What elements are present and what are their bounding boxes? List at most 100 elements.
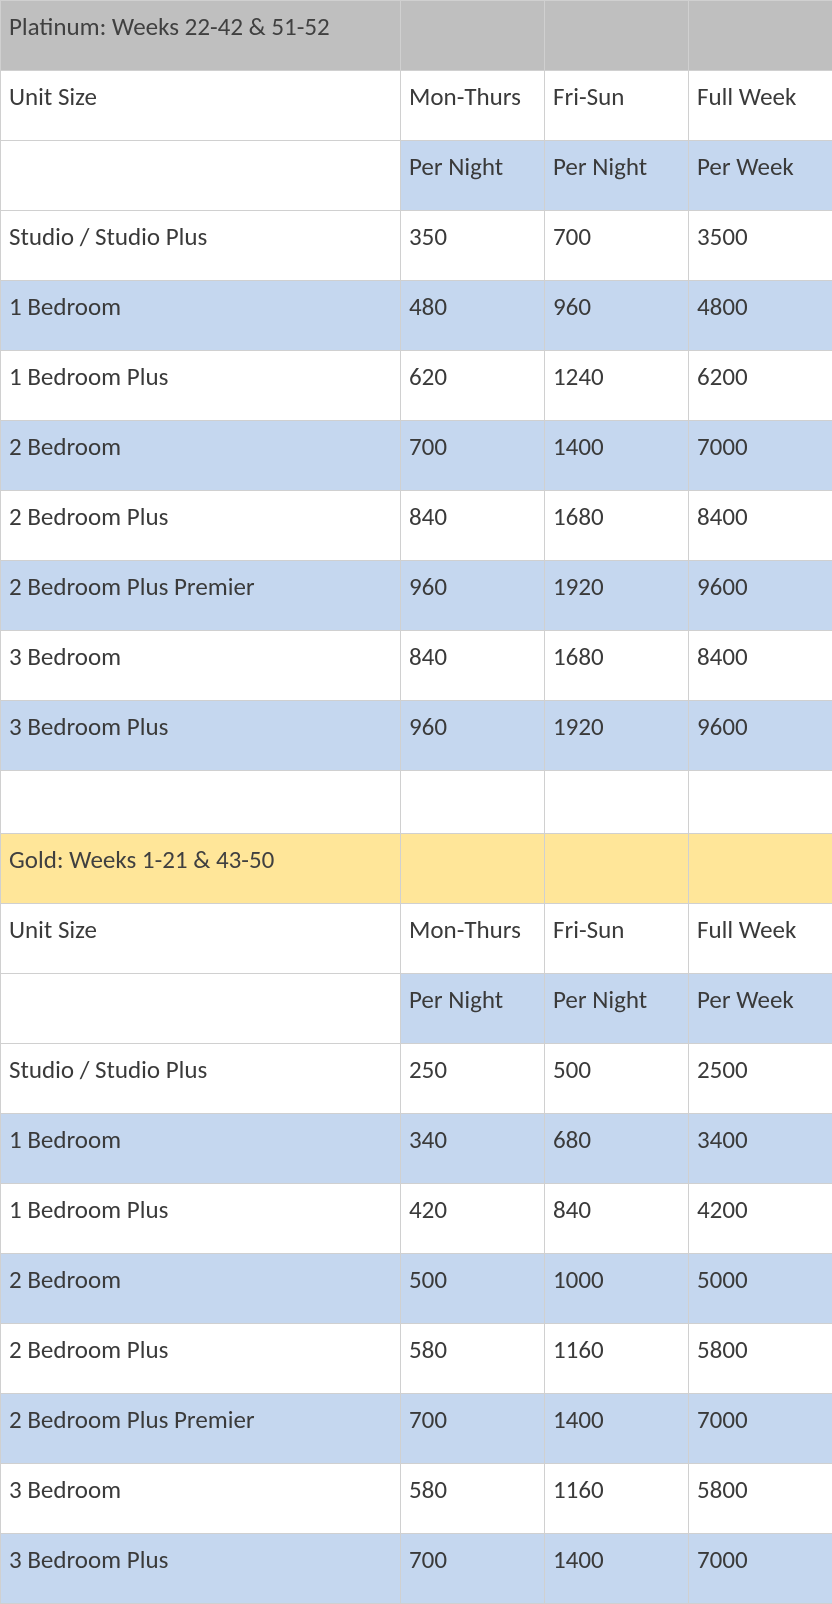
price-cell: 5800 — [689, 1324, 832, 1394]
empty-cell — [545, 1, 689, 71]
unit-size: 1 Bedroom Plus — [1, 1184, 401, 1254]
price-cell: 960 — [401, 561, 545, 631]
price-cell: 480 — [401, 281, 545, 351]
table-row: 1 Bedroom 340 680 3400 — [1, 1114, 832, 1184]
table-row: 1 Bedroom Plus 620 1240 6200 — [1, 351, 832, 421]
col-subheader — [1, 974, 401, 1044]
price-cell: 1160 — [545, 1324, 689, 1394]
gold-headers: Unit Size Mon-Thurs Fri-Sun Full Week — [1, 904, 832, 974]
price-cell: 700 — [401, 1534, 545, 1604]
price-cell: 4800 — [689, 281, 832, 351]
price-cell: 7000 — [689, 421, 832, 491]
table-row: 2 Bedroom 500 1000 5000 — [1, 1254, 832, 1324]
table-row: 2 Bedroom Plus 580 1160 5800 — [1, 1324, 832, 1394]
pricing-table: Platinum: Weeks 22-42 & 51-52 Unit Size … — [0, 0, 832, 1604]
price-cell: 1680 — [545, 631, 689, 701]
gold-title: Gold: Weeks 1-21 & 43-50 — [1, 834, 401, 904]
empty-cell — [1, 771, 401, 834]
price-cell: 7000 — [689, 1534, 832, 1604]
table-row: 3 Bedroom 840 1680 8400 — [1, 631, 832, 701]
price-cell: 2500 — [689, 1044, 832, 1114]
price-cell: 8400 — [689, 631, 832, 701]
empty-cell — [689, 1, 832, 71]
unit-size: 2 Bedroom — [1, 1254, 401, 1324]
col-header: Unit Size — [1, 71, 401, 141]
unit-size: 3 Bedroom Plus — [1, 1534, 401, 1604]
unit-size: Studio / Studio Plus — [1, 211, 401, 281]
unit-size: 3 Bedroom — [1, 1464, 401, 1534]
price-cell: 840 — [401, 631, 545, 701]
price-cell: 1000 — [545, 1254, 689, 1324]
unit-size: 2 Bedroom Plus Premier — [1, 1394, 401, 1464]
price-cell: 6200 — [689, 351, 832, 421]
price-cell: 3500 — [689, 211, 832, 281]
price-cell: 350 — [401, 211, 545, 281]
price-cell: 4200 — [689, 1184, 832, 1254]
price-cell: 3400 — [689, 1114, 832, 1184]
col-header: Fri-Sun — [545, 904, 689, 974]
table-row: 1 Bedroom Plus 420 840 4200 — [1, 1184, 832, 1254]
unit-size: 3 Bedroom — [1, 631, 401, 701]
price-cell: 1920 — [545, 701, 689, 771]
table-row: 3 Bedroom Plus 700 1400 7000 — [1, 1534, 832, 1604]
col-subheader: Per Week — [689, 974, 832, 1044]
col-subheader: Per Night — [401, 141, 545, 211]
price-cell: 680 — [545, 1114, 689, 1184]
price-cell: 250 — [401, 1044, 545, 1114]
col-subheader: Per Night — [545, 974, 689, 1044]
platinum-subheaders: Per Night Per Night Per Week — [1, 141, 832, 211]
col-header: Mon-Thurs — [401, 904, 545, 974]
table-row: 3 Bedroom 580 1160 5800 — [1, 1464, 832, 1534]
table-row: 3 Bedroom Plus 960 1920 9600 — [1, 701, 832, 771]
price-cell: 960 — [545, 281, 689, 351]
price-cell: 700 — [401, 421, 545, 491]
price-cell: 420 — [401, 1184, 545, 1254]
table-row: 1 Bedroom 480 960 4800 — [1, 281, 832, 351]
price-cell: 840 — [545, 1184, 689, 1254]
unit-size: 2 Bedroom — [1, 421, 401, 491]
col-subheader: Per Week — [689, 141, 832, 211]
price-cell: 5000 — [689, 1254, 832, 1324]
gold-title-row: Gold: Weeks 1-21 & 43-50 — [1, 834, 832, 904]
empty-cell — [545, 834, 689, 904]
unit-size: 1 Bedroom — [1, 1114, 401, 1184]
price-cell: 700 — [401, 1394, 545, 1464]
unit-size: 2 Bedroom Plus — [1, 491, 401, 561]
platinum-title: Platinum: Weeks 22-42 & 51-52 — [1, 1, 401, 71]
col-subheader: Per Night — [545, 141, 689, 211]
table-row: 2 Bedroom Plus Premier 700 1400 7000 — [1, 1394, 832, 1464]
price-cell: 700 — [545, 211, 689, 281]
price-cell: 1160 — [545, 1464, 689, 1534]
empty-cell — [401, 771, 545, 834]
price-cell: 1680 — [545, 491, 689, 561]
empty-cell — [401, 834, 545, 904]
spacer-row — [1, 771, 832, 834]
price-cell: 1400 — [545, 1534, 689, 1604]
price-cell: 580 — [401, 1324, 545, 1394]
price-cell: 500 — [545, 1044, 689, 1114]
price-cell: 7000 — [689, 1394, 832, 1464]
price-cell: 9600 — [689, 561, 832, 631]
price-cell: 620 — [401, 351, 545, 421]
empty-cell — [689, 771, 832, 834]
price-cell: 8400 — [689, 491, 832, 561]
unit-size: Studio / Studio Plus — [1, 1044, 401, 1114]
unit-size: 1 Bedroom — [1, 281, 401, 351]
unit-size: 3 Bedroom Plus — [1, 701, 401, 771]
col-subheader: Per Night — [401, 974, 545, 1044]
price-cell: 5800 — [689, 1464, 832, 1534]
col-header: Fri-Sun — [545, 71, 689, 141]
empty-cell — [401, 1, 545, 71]
col-header: Mon-Thurs — [401, 71, 545, 141]
price-cell: 9600 — [689, 701, 832, 771]
price-cell: 500 — [401, 1254, 545, 1324]
gold-subheaders: Per Night Per Night Per Week — [1, 974, 832, 1044]
col-header: Full Week — [689, 904, 832, 974]
price-cell: 1400 — [545, 1394, 689, 1464]
price-cell: 960 — [401, 701, 545, 771]
unit-size: 2 Bedroom Plus — [1, 1324, 401, 1394]
col-subheader — [1, 141, 401, 211]
table-row: 2 Bedroom Plus 840 1680 8400 — [1, 491, 832, 561]
empty-cell — [545, 771, 689, 834]
platinum-headers: Unit Size Mon-Thurs Fri-Sun Full Week — [1, 71, 832, 141]
